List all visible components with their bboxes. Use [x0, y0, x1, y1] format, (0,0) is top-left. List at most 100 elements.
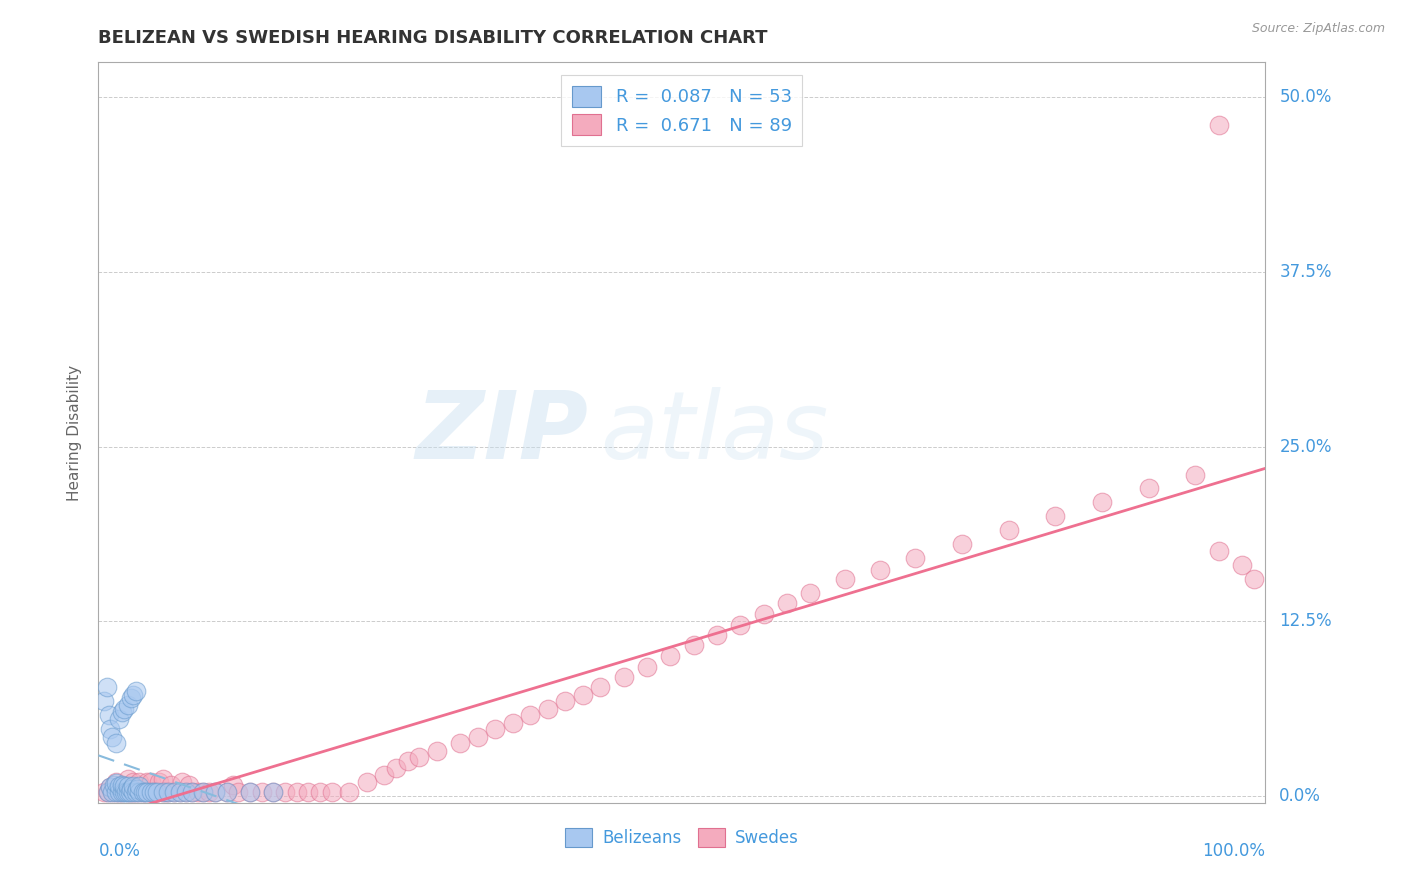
Point [139, 775, 162, 789]
Point [96, 680, 118, 694]
Point [537, 702, 560, 716]
Point [112, 702, 135, 716]
Point [98, 780, 121, 795]
Point [134, 784, 156, 798]
Point [120, 784, 142, 798]
Text: 50.0%: 50.0% [1279, 88, 1331, 106]
Text: 100.0%: 100.0% [1202, 842, 1265, 860]
Point [118, 784, 141, 798]
Point [373, 768, 395, 782]
Point [152, 784, 174, 798]
Text: ZIP: ZIP [416, 386, 589, 479]
Text: 0.0%: 0.0% [98, 842, 141, 860]
Point [163, 784, 186, 798]
Point [1184, 467, 1206, 482]
Point [449, 736, 471, 750]
Point [112, 784, 135, 798]
Point [193, 784, 215, 798]
Point [128, 775, 150, 789]
Point [111, 778, 134, 792]
Point [143, 784, 166, 798]
Legend: Belizeans, Swedes: Belizeans, Swedes [558, 822, 806, 854]
Point [111, 705, 134, 719]
Point [426, 744, 449, 758]
Point [589, 680, 612, 694]
Point [128, 784, 150, 798]
Point [297, 784, 319, 798]
Point [467, 730, 489, 744]
Point [502, 716, 524, 731]
Point [239, 784, 262, 798]
Point [706, 628, 728, 642]
Point [180, 784, 202, 798]
Point [163, 784, 186, 798]
Point [125, 784, 148, 798]
Point [169, 784, 191, 798]
Text: Source: ZipAtlas.com: Source: ZipAtlas.com [1251, 22, 1385, 36]
Point [321, 784, 343, 798]
Point [98, 722, 121, 736]
Point [571, 688, 593, 702]
Point [221, 778, 243, 792]
Text: 25.0%: 25.0% [1279, 438, 1331, 456]
Point [179, 778, 201, 792]
Point [104, 736, 127, 750]
Point [659, 649, 682, 664]
Point [117, 784, 139, 798]
Text: 0.0%: 0.0% [1279, 787, 1322, 805]
Point [904, 551, 927, 566]
Point [146, 784, 169, 798]
Point [950, 537, 973, 551]
Point [285, 784, 308, 798]
Point [117, 779, 139, 793]
Point [132, 784, 155, 798]
Point [112, 779, 135, 793]
Point [122, 779, 145, 793]
Point [274, 784, 297, 798]
Point [117, 772, 139, 786]
Point [93, 784, 115, 798]
Point [408, 749, 430, 764]
Point [108, 784, 131, 798]
Point [155, 784, 177, 798]
Point [193, 784, 215, 798]
Point [115, 784, 138, 798]
Point [101, 730, 124, 744]
Text: atlas: atlas [600, 387, 828, 478]
Point [101, 784, 124, 798]
Point [122, 688, 145, 702]
Point [869, 562, 891, 576]
Point [799, 586, 821, 600]
Point [98, 780, 121, 795]
Point [125, 684, 148, 698]
Point [152, 772, 174, 786]
Point [103, 778, 125, 792]
Point [636, 660, 658, 674]
Point [228, 784, 250, 798]
Point [159, 778, 181, 792]
Point [108, 712, 131, 726]
Point [554, 694, 576, 708]
Point [682, 638, 704, 652]
Point [174, 784, 197, 798]
Point [309, 784, 332, 798]
Point [484, 722, 506, 736]
Point [337, 784, 360, 798]
Point [215, 784, 238, 798]
Point [120, 691, 142, 706]
Point [1230, 558, 1253, 573]
Point [776, 596, 799, 610]
Text: 12.5%: 12.5% [1279, 612, 1331, 631]
Point [104, 775, 127, 789]
Point [117, 698, 139, 712]
Point [125, 784, 148, 798]
Point [157, 784, 180, 798]
Point [204, 784, 226, 798]
Point [187, 784, 209, 798]
Point [519, 707, 541, 722]
Point [125, 781, 148, 796]
Point [104, 776, 127, 790]
Point [172, 775, 194, 789]
Point [1208, 544, 1230, 558]
Point [262, 784, 284, 798]
